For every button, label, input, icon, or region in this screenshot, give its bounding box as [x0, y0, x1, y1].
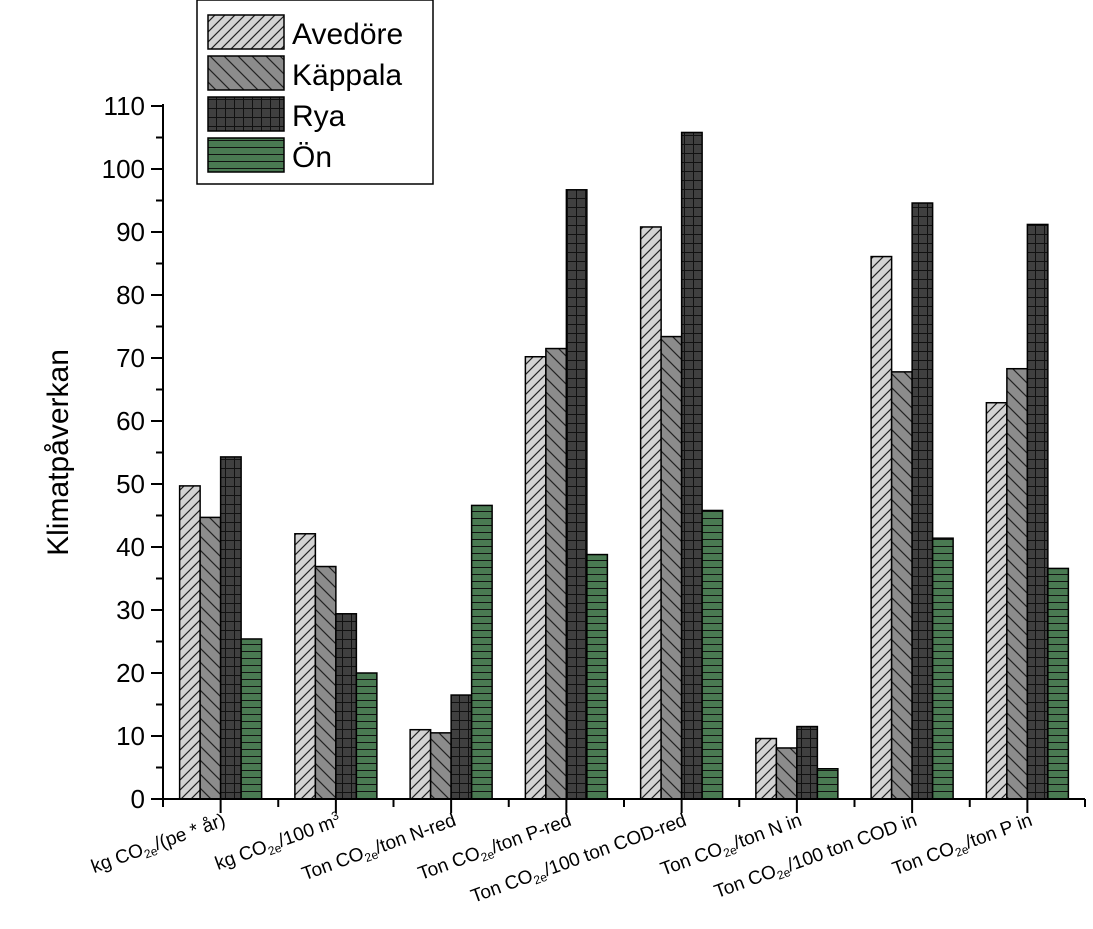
x-tick-label: kg CO2e/(pe * år) [89, 810, 230, 880]
x-tick-label: Ton CO2e/100 ton COD-red [468, 810, 690, 910]
y-tick-label: 110 [104, 91, 145, 121]
legend-swatch [207, 55, 285, 91]
y-tick-label: 20 [116, 658, 145, 688]
bar-grid [1026, 223, 1049, 800]
bar-grid [335, 613, 358, 800]
bar-hatch-back [660, 335, 683, 800]
bar-hatch-forward [178, 485, 201, 800]
y-tick-label: 60 [116, 406, 145, 436]
legend: Avedöre Käppala Rya Ön [196, 0, 434, 185]
bar-hatch-back [1006, 367, 1029, 800]
y-tick-label: 80 [116, 280, 145, 310]
y-tick-label: 0 [131, 784, 145, 814]
bar-hatch-forward [870, 255, 893, 800]
legend-label: Rya [292, 100, 346, 133]
bar-grid [911, 202, 934, 800]
y-tick-label: 90 [116, 217, 145, 247]
bar-hatch-forward [985, 401, 1008, 800]
y-tick-label: 100 [102, 154, 145, 184]
y-tick-label: 70 [116, 343, 145, 373]
bar-hatch-back [775, 747, 798, 800]
bar-grid [796, 725, 819, 800]
bar-horizontal [931, 537, 954, 800]
bar-horizontal [470, 504, 493, 800]
bar-grid [219, 456, 242, 800]
bar-horizontal [701, 509, 724, 800]
bar-horizontal [586, 553, 609, 800]
x-tick-label: Ton CO2e/100 ton COD in [712, 810, 921, 905]
bar-hatch-forward [524, 355, 547, 800]
legend-label: Käppala [292, 59, 402, 92]
legend-label: Avedöre [292, 18, 403, 51]
bar-hatch-back [545, 347, 568, 800]
y-tick-label: 30 [116, 595, 145, 625]
bar-grid [565, 189, 588, 800]
bar-horizontal [1047, 567, 1070, 800]
bar-hatch-forward [409, 728, 432, 800]
bar-grid [450, 694, 473, 800]
bar-horizontal [816, 768, 839, 800]
bar-hatch-forward [755, 737, 778, 800]
y-tick-label: 10 [116, 721, 145, 751]
bar-hatch-back [199, 516, 222, 800]
bar-hatch-back [429, 732, 452, 800]
bar-hatch-forward [294, 533, 317, 800]
bar-hatch-back [890, 371, 913, 800]
bar-horizontal [240, 638, 263, 800]
bars [178, 131, 1070, 800]
y-tick-label: 50 [116, 469, 145, 499]
bar-hatch-forward [639, 226, 662, 800]
legend-label: Ön [292, 141, 332, 174]
bar-hatch-back [314, 565, 337, 800]
legend-swatch [207, 96, 285, 132]
y-tick-label: 40 [116, 532, 145, 562]
bar-grid [680, 131, 703, 800]
y-axis-label: Klimatpåverkan [42, 349, 75, 556]
y-axis: 0 10 20 30 40 50 60 70 80 90 100 110 Klimatpåverkan [42, 91, 164, 814]
bar-horizontal [355, 672, 378, 800]
legend-swatch [207, 14, 285, 50]
legend-swatch [207, 137, 285, 173]
